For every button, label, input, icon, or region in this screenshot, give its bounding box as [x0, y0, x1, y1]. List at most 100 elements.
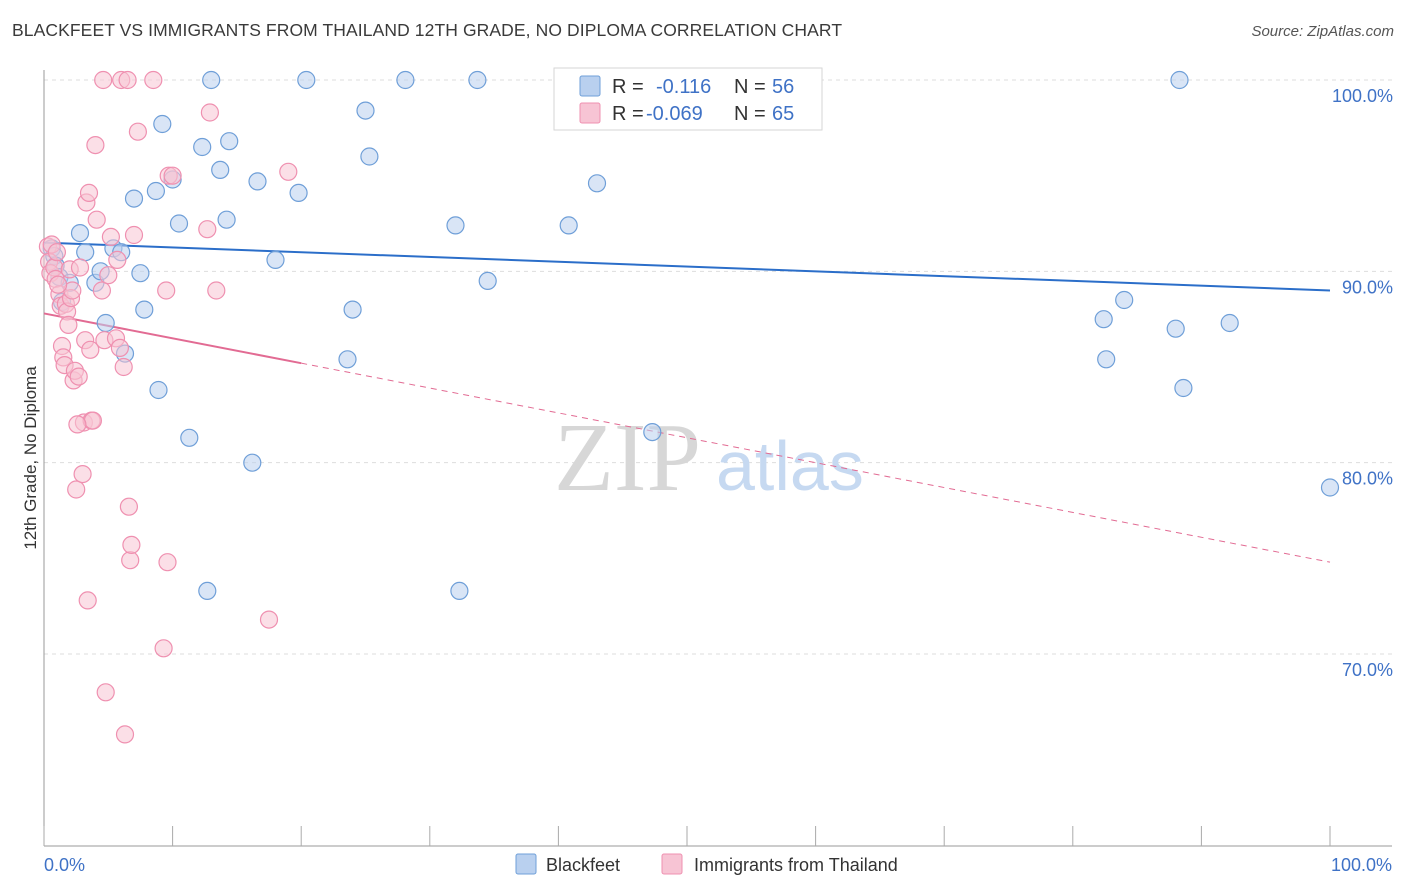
thailand-point-31 [83, 411, 103, 430]
blackfeet-point-51 [1166, 319, 1185, 338]
stats-n-label-pink: N = [734, 103, 766, 125]
stats-n-value-pink: 65 [772, 103, 794, 125]
blackfeet-point-22 [180, 428, 199, 447]
blackfeet-point-27 [217, 210, 236, 229]
blackfeet-point-14 [124, 189, 144, 208]
blackfeet-point-45 [587, 174, 607, 193]
thailand-point-6 [47, 243, 67, 262]
blackfeet-point-53 [1174, 378, 1193, 398]
thailand-point-32 [86, 136, 105, 155]
blackfeet-point-24 [198, 581, 217, 601]
blackfeet-point-30 [248, 172, 267, 191]
thailand-point-60 [207, 281, 226, 300]
blackfeet-point-35 [343, 300, 362, 319]
blackfeet-point-16 [135, 300, 154, 319]
blackfeet-point-15 [131, 264, 150, 283]
blackfeet-point-21 [169, 214, 189, 233]
thailand-point-55 [158, 553, 177, 572]
blackfeet-point-19 [153, 114, 172, 134]
y-tick-labels: 70.0% 80.0% 90.0% 100.0% [1332, 86, 1393, 680]
blackfeet-point-33 [297, 70, 316, 90]
thailand-point-61 [259, 610, 279, 629]
thailand-point-38 [99, 266, 118, 285]
series-legend: Blackfeet Immigrants from Thailand [515, 853, 898, 875]
chart-title: BLACKFEET VS IMMIGRANTS FROM THAILAND 12… [12, 20, 843, 40]
blackfeet-point-55 [1320, 478, 1340, 497]
y-tick-label-80: 80.0% [1342, 469, 1393, 489]
x-tick-label-max: 100.0% [1331, 855, 1392, 875]
thailand-point-53 [154, 639, 173, 658]
thailand-point-52 [144, 70, 163, 90]
thailand-point-34 [92, 281, 112, 300]
thailand-point-62 [279, 162, 298, 181]
blackfeet-point-29 [243, 453, 262, 472]
thailand-point-37 [96, 683, 115, 702]
thailand-trend-dashed [301, 362, 1331, 563]
x-ticks [43, 826, 1331, 846]
thailand-point-50 [124, 225, 144, 245]
thailand-point-33 [87, 210, 106, 229]
source-credit: Source: ZipAtlas.com [1251, 23, 1394, 40]
blackfeet-point-50 [1115, 290, 1134, 310]
blackfeet-point-40 [450, 581, 469, 601]
y-tick-label-100: 100.0% [1332, 86, 1393, 106]
thailand-point-44 [114, 357, 133, 377]
thailand-point-54 [157, 281, 176, 300]
thailand-point-22 [70, 258, 90, 277]
blackfeet-point-17 [146, 181, 165, 201]
stats-legend-swatch-blue [579, 75, 601, 97]
blackfeet-point-52 [1170, 70, 1189, 90]
blackfeet-point-32 [289, 183, 308, 202]
stats-r-value-pink: -0.069 [646, 103, 703, 125]
blackfeet-point-34 [338, 350, 357, 369]
watermark-zip: ZIP [554, 404, 701, 512]
blackfeet-point-36 [356, 101, 375, 120]
blackfeet-point-7 [76, 243, 95, 262]
blackfeet-point-31 [266, 250, 285, 269]
thailand-point-42 [110, 338, 130, 357]
thailand-point-48 [121, 551, 140, 570]
thailand-trend-solid [43, 312, 302, 365]
thailand-point-63 [48, 275, 68, 294]
blackfeet-point-44 [559, 216, 578, 235]
blackfeet-point-42 [478, 271, 497, 290]
thailand-point-49 [122, 535, 141, 555]
y-axis-label: 12th Grade, No Diploma [21, 366, 40, 550]
thailand-point-46 [118, 70, 137, 90]
blackfeet-point-23 [193, 137, 212, 157]
thailand-point-59 [200, 103, 219, 122]
blackfeet-trend [43, 241, 1331, 292]
stats-legend-swatch-pink [579, 102, 601, 124]
blackfeet-point-41 [468, 70, 487, 90]
blackfeet-point-25 [202, 70, 221, 90]
blackfeet-point-6 [70, 224, 90, 243]
x-tick-label-min: 0.0% [44, 855, 85, 875]
thailand-point-45 [115, 725, 135, 744]
axes [43, 70, 1392, 847]
data-points [38, 70, 1340, 744]
blackfeet-point-39 [446, 216, 465, 235]
blackfeet-point-26 [211, 160, 230, 179]
blackfeet-point-28 [220, 132, 239, 151]
thailand-point-41 [108, 250, 127, 269]
stats-r-label-blue: R = [612, 76, 644, 98]
blackfeet-point-54 [1220, 313, 1239, 333]
gridlines [44, 79, 1392, 655]
legend-label-thailand: Immigrants from Thailand [694, 855, 898, 875]
thailand-point-23 [73, 465, 92, 484]
thailand-point-51 [128, 122, 147, 141]
thailand-point-29 [81, 340, 100, 359]
thailand-point-28 [79, 183, 99, 202]
thailand-point-35 [94, 70, 113, 90]
blackfeet-point-38 [396, 70, 415, 90]
blackfeet-point-49 [1097, 350, 1116, 369]
thailand-point-47 [119, 497, 138, 516]
thailand-point-14 [59, 315, 78, 334]
stats-r-label-pink: R = [612, 103, 644, 125]
stats-n-value-blue: 56 [772, 76, 794, 98]
thailand-point-27 [78, 591, 97, 610]
thailand-point-21 [69, 367, 88, 386]
blackfeet-point-37 [360, 147, 379, 166]
thailand-point-64 [68, 415, 87, 434]
